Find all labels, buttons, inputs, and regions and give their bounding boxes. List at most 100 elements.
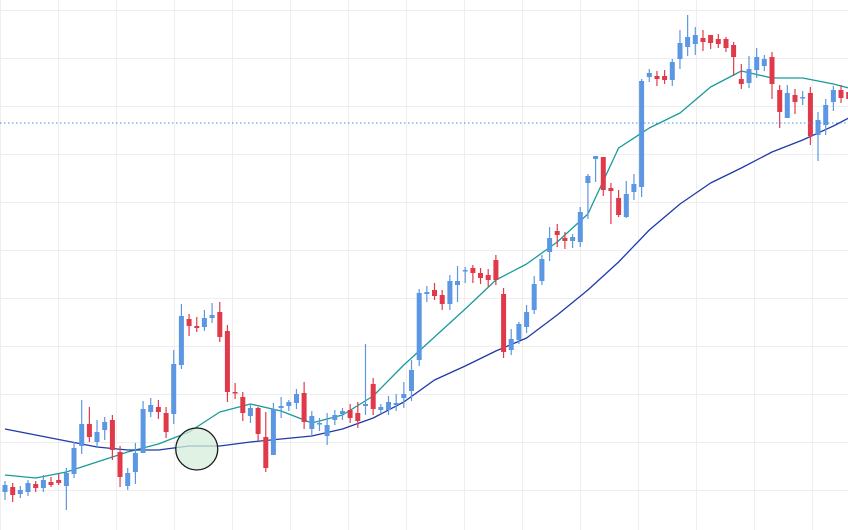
candle-down xyxy=(846,92,848,99)
candle-up xyxy=(416,289,422,366)
candle-body xyxy=(623,194,629,217)
candle-body xyxy=(807,93,813,136)
candle-body xyxy=(539,259,545,281)
candle-body xyxy=(516,324,522,340)
candle-body xyxy=(669,62,675,80)
candle-body xyxy=(2,485,8,492)
candle-body xyxy=(324,425,330,436)
candle-up xyxy=(25,480,31,496)
candle-body xyxy=(815,120,821,135)
candle-body xyxy=(240,397,246,413)
candle-body xyxy=(761,59,767,66)
candle-up xyxy=(79,400,85,454)
candle-down xyxy=(608,183,614,224)
candle-body xyxy=(646,73,652,77)
candle-body xyxy=(432,290,437,296)
candle-body xyxy=(340,411,345,414)
candle-down xyxy=(432,283,437,300)
candle-body xyxy=(263,437,269,468)
candle-body xyxy=(830,90,836,102)
candle-body xyxy=(378,407,384,410)
candle-body xyxy=(224,331,230,392)
candle-body xyxy=(301,393,307,422)
candle-body xyxy=(784,93,790,118)
candle-up xyxy=(585,174,591,219)
candle-down xyxy=(478,268,483,284)
candle-down xyxy=(86,407,92,442)
candle-body xyxy=(217,312,223,337)
candle-down xyxy=(600,157,606,196)
candle-body xyxy=(355,413,361,421)
candle-body xyxy=(631,184,637,192)
candle-body xyxy=(593,156,599,159)
candle-body xyxy=(677,43,683,59)
candle-up xyxy=(102,417,108,440)
candle-up xyxy=(278,397,284,418)
candle-body xyxy=(769,57,775,84)
candle-down xyxy=(194,317,200,332)
candle-up xyxy=(685,15,691,56)
candle-up xyxy=(677,30,683,69)
candle-down xyxy=(155,400,161,419)
candle-down xyxy=(347,404,353,423)
candle-body xyxy=(777,90,783,112)
candle-body xyxy=(140,409,146,453)
candle-down xyxy=(723,37,729,52)
candle-body xyxy=(278,406,284,408)
candle-body xyxy=(171,364,177,414)
candle-down xyxy=(662,70,668,84)
candle-up xyxy=(332,410,338,425)
candle-body xyxy=(723,39,729,48)
candle-body xyxy=(485,275,491,280)
candle-down xyxy=(700,30,706,51)
candle-body xyxy=(10,487,16,495)
candle-down xyxy=(485,269,491,287)
candle-up xyxy=(455,266,460,302)
candles xyxy=(2,15,848,510)
candle-down xyxy=(501,288,507,358)
candle-body xyxy=(654,76,660,79)
candle-body xyxy=(270,409,276,455)
candle-body xyxy=(416,293,422,360)
candle-up xyxy=(270,403,276,455)
candle-body xyxy=(178,316,184,365)
candle-up xyxy=(631,174,637,200)
candle-up xyxy=(823,99,829,135)
candle-down xyxy=(217,302,223,342)
candle-up xyxy=(508,329,514,355)
candle-down xyxy=(33,481,39,492)
candle-body xyxy=(401,394,407,398)
candle-up xyxy=(669,59,675,86)
candle-body xyxy=(370,384,376,409)
candle-down xyxy=(654,71,660,86)
candle-body xyxy=(508,339,514,350)
candle-up xyxy=(800,91,806,105)
candle-down xyxy=(163,407,169,438)
candle-body xyxy=(738,79,744,84)
candle-body xyxy=(470,268,476,273)
fast-moving-average-line xyxy=(4,70,848,479)
candle-body xyxy=(56,480,62,483)
candle-up xyxy=(17,486,23,498)
candle-up xyxy=(140,401,146,453)
candle-down xyxy=(263,412,269,472)
candle-down xyxy=(562,232,568,249)
candle-body xyxy=(186,319,192,326)
candle-body xyxy=(25,483,31,492)
candle-body xyxy=(294,394,299,403)
candle-body xyxy=(715,39,721,44)
candle-body xyxy=(155,407,161,412)
candle-down xyxy=(355,402,361,428)
candle-body xyxy=(455,281,460,285)
candle-up xyxy=(294,389,299,409)
candle-body xyxy=(409,370,414,391)
candle-body xyxy=(347,410,353,418)
candle-down xyxy=(370,378,376,415)
candle-down xyxy=(777,85,783,128)
candle-up xyxy=(830,86,836,111)
candle-down xyxy=(708,35,714,49)
candle-body xyxy=(800,97,806,99)
candle-body xyxy=(71,448,77,474)
